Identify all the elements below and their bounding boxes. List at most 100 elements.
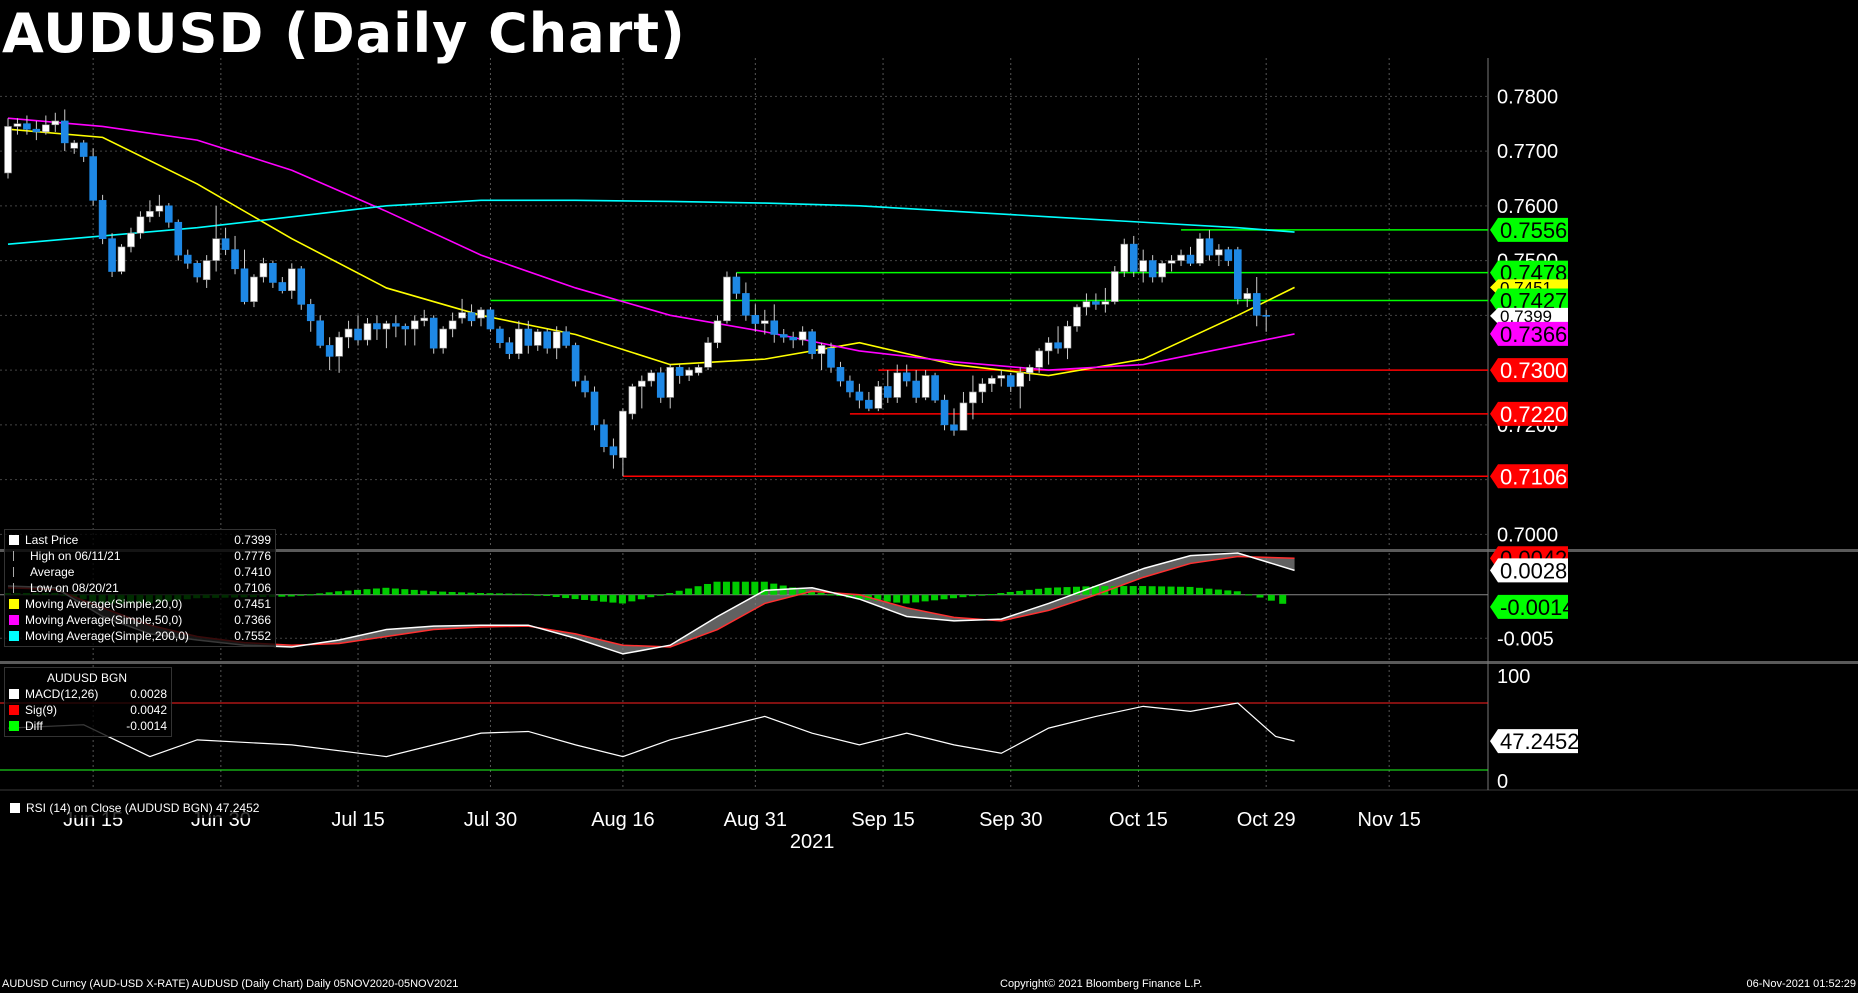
macd-diff-bar [1279, 594, 1287, 604]
price-tick-label: 0.7800 [1497, 86, 1558, 108]
candle-down [240, 268, 249, 302]
panel-divider-main-macd [0, 549, 1858, 552]
candle-down [827, 347, 835, 368]
candle-down [940, 399, 949, 426]
macd-diff-bar [713, 581, 721, 595]
candle-up [1196, 238, 1204, 264]
candle-up [988, 377, 996, 385]
price-tick-label: 0.7700 [1497, 141, 1558, 163]
macd-diff-bar [524, 593, 532, 595]
candle-up [1025, 367, 1034, 374]
candle-up [439, 328, 447, 349]
rsi-legend-swatch [10, 803, 20, 813]
main-legend: Last Price 0.7399 High on 06/11/21 0.7776 Av… [4, 529, 276, 647]
macd-diff-bar [1091, 586, 1099, 595]
candle-up [1035, 350, 1043, 368]
candle-up [344, 328, 353, 338]
candle-up [619, 410, 627, 458]
candle-down [193, 263, 201, 278]
candle-down [23, 123, 31, 130]
candle-up [685, 369, 693, 376]
macd-diff-bar [458, 592, 466, 595]
candle-down [836, 367, 845, 382]
legend-macd-value: 0.0042 [130, 703, 167, 717]
candle-up [212, 238, 220, 261]
candle-up [638, 380, 646, 387]
candle-up [713, 320, 722, 343]
panel-divider-macd-rsi [0, 661, 1858, 664]
candle-down [581, 380, 589, 393]
macd-diff-bar [1129, 586, 1137, 595]
macd-diff-bar [1063, 587, 1071, 595]
candle-up [723, 276, 731, 322]
candle-down [231, 249, 239, 270]
candle-down [467, 312, 476, 322]
candle-down [183, 254, 192, 264]
legend-macd-swatch [9, 689, 19, 699]
candle-down [79, 142, 88, 157]
x-tick-label: Oct 15 [1109, 809, 1168, 831]
macd-diff-bar [1267, 594, 1275, 601]
candle-up [335, 336, 343, 357]
macd-diff-bar [779, 585, 787, 595]
candle-up [448, 320, 457, 330]
candle-up [13, 123, 22, 127]
macd-diff-bar [940, 594, 948, 600]
macd-diff-bar [997, 593, 1005, 595]
candle-up [458, 312, 466, 319]
legend-macd-label: Diff [25, 719, 43, 733]
candle-up [1044, 342, 1053, 352]
macd-diff-bar [950, 594, 957, 599]
macd-diff-bar [685, 588, 693, 595]
macd-diff-bar [1110, 586, 1118, 595]
x-tick-label: Nov 15 [1357, 809, 1420, 831]
candle-up [477, 309, 485, 319]
candle-down [278, 282, 287, 291]
macd-diff-bar [1101, 586, 1109, 595]
candle-down [1054, 342, 1062, 349]
candle-down [1092, 301, 1100, 305]
candle-down [316, 320, 324, 346]
macd-diff-bar [1016, 590, 1024, 595]
legend-main-label: High on 06/11/21 [30, 549, 121, 563]
candle-up [817, 345, 826, 354]
candle-down [1129, 243, 1138, 272]
ma20-line [7, 128, 1295, 377]
macd-diff-bar [1148, 586, 1156, 595]
candle-down [1252, 293, 1261, 316]
candle-up [760, 320, 769, 324]
macd-diff-bar [401, 589, 409, 595]
candle-down [496, 328, 504, 343]
macd-diff-bar [666, 593, 674, 595]
candle-down [401, 325, 410, 330]
price-tag [1490, 217, 1568, 242]
x-year-label: 2021 [790, 831, 835, 853]
legend-macd-row: MACD(12,26) 0.0028 [9, 686, 167, 702]
macd-diff-bar [978, 594, 986, 596]
candle-down [562, 331, 570, 346]
macd-diff-bar [335, 591, 343, 595]
legend-main-label: Low on 08/20/21 [30, 581, 119, 595]
candle-down [505, 342, 514, 354]
macd-diff-bar [637, 594, 645, 600]
candle-up [533, 331, 542, 346]
macd-diff-bar [628, 594, 636, 602]
legend-main-swatch [9, 615, 19, 625]
candle-up [420, 317, 429, 322]
candle-down [89, 156, 97, 201]
candle-down [1006, 375, 1015, 387]
macd-diff-bar [647, 594, 655, 598]
candle-down [373, 323, 381, 330]
rsi-line [7, 702, 1295, 758]
candle-up [202, 260, 211, 281]
macd-diff-bar [732, 581, 740, 595]
candle-down [1205, 238, 1214, 256]
candle-down [306, 304, 315, 322]
candle-up [382, 323, 391, 330]
candle-up [1111, 271, 1119, 302]
legend-main-swatch [13, 551, 24, 561]
macd-diff-bar [836, 594, 844, 596]
candle-down [855, 391, 864, 401]
candle-up [893, 372, 902, 398]
